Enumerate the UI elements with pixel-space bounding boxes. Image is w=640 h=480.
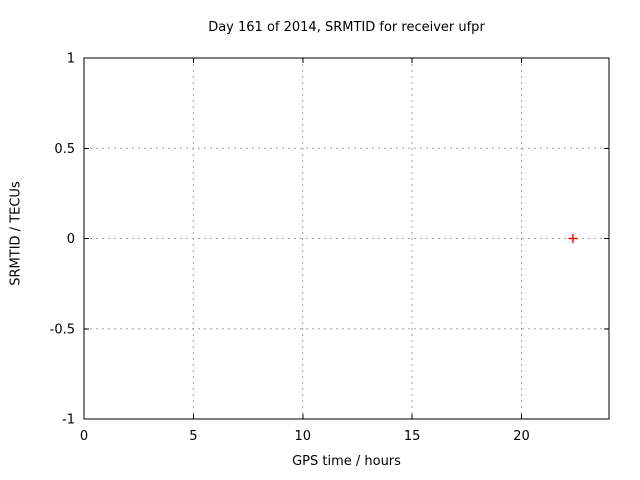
x-axis-label: GPS time / hours [292, 454, 401, 469]
x-tick-label: 15 [404, 429, 421, 444]
x-tick-label: 20 [513, 429, 530, 444]
y-tick-label: -1 [62, 413, 75, 428]
chart-title: Day 161 of 2014, SRMTID for receiver ufp… [208, 20, 485, 35]
x-tick-label: 0 [80, 429, 88, 444]
x-tick-label: 10 [294, 429, 311, 444]
y-tick-label: 0.5 [54, 142, 75, 157]
x-tick-label: 5 [189, 429, 197, 444]
y-tick-label: -0.5 [50, 322, 75, 337]
y-tick-label: 0 [67, 232, 75, 247]
y-tick-label: 1 [67, 52, 75, 67]
